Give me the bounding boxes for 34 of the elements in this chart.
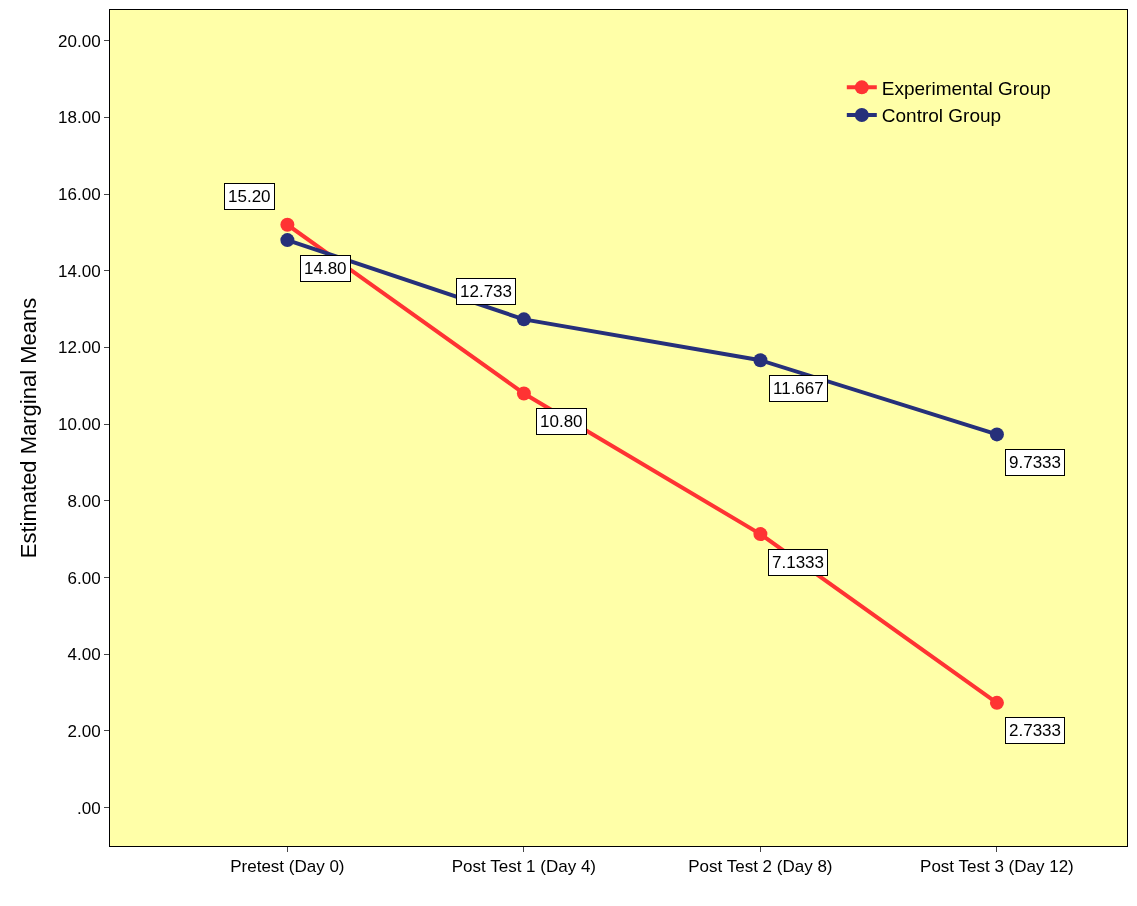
data-label: 11.667 xyxy=(773,379,824,398)
y-tick-label: 2.00 xyxy=(67,721,101,741)
y-tick-label: 14.00 xyxy=(58,261,101,281)
point xyxy=(753,353,768,368)
point xyxy=(516,312,531,327)
y-tick-label: 8.00 xyxy=(67,491,101,511)
x-tick-label: Post Test 1 (Day 4) xyxy=(451,857,597,877)
data-label: 14.80 xyxy=(304,259,347,278)
x-tick-label: Pretest (Day 0) xyxy=(230,857,345,877)
point xyxy=(280,233,295,248)
data-label: 12.733 xyxy=(460,282,512,301)
y-tick-label: 20.00 xyxy=(58,31,101,51)
y-axis-title: Estimated Marginal Means xyxy=(15,297,41,559)
y-tick-label: 4.00 xyxy=(67,645,101,665)
point xyxy=(280,217,295,232)
point xyxy=(989,427,1004,442)
point xyxy=(516,386,531,401)
x-tick-label: Post Test 2 (Day 8) xyxy=(688,857,833,877)
data-label: 9.7333 xyxy=(1009,453,1061,472)
y-tick-label: 16.00 xyxy=(58,185,101,205)
y-tick-label: 18.00 xyxy=(58,108,101,128)
x-tick-label: Post Test 3 (Day 12) xyxy=(920,857,1074,877)
y-tick-label: .00 xyxy=(76,798,101,818)
legend-label: Experimental Group xyxy=(881,77,1051,99)
data-label: 10.80 xyxy=(540,412,583,431)
data-label: 7.1333 xyxy=(772,553,824,572)
y-tick-label: 12.00 xyxy=(58,338,101,358)
y-tick-label: 6.00 xyxy=(67,568,101,588)
data-label: 15.20 xyxy=(228,187,271,206)
data-label: 2.7333 xyxy=(1009,721,1061,740)
point xyxy=(753,527,768,542)
point xyxy=(989,695,1004,710)
legend-label: Control Group xyxy=(881,105,1002,127)
y-tick-label: 10.00 xyxy=(58,415,101,435)
